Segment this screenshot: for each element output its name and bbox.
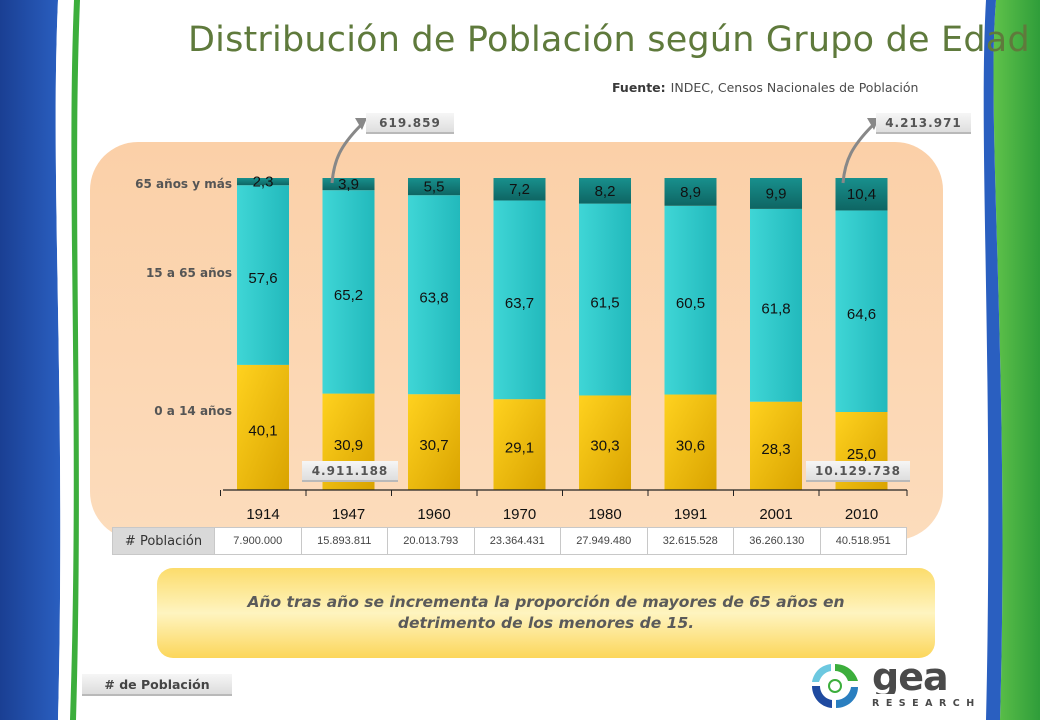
label-old-1914: 2,3 bbox=[253, 174, 274, 191]
label-mid-1960: 63,8 bbox=[419, 290, 448, 307]
label-young-1947: 30,9 bbox=[334, 437, 363, 454]
bar-mid-2001 bbox=[750, 208, 802, 402]
label-young-1914: 40,1 bbox=[248, 422, 277, 439]
x-tick-label-1970: 1970 bbox=[503, 506, 536, 523]
page-title: Distribución de Población según Grupo de… bbox=[188, 20, 1030, 60]
arrow-1947 bbox=[330, 122, 364, 184]
label-old-1970: 7,2 bbox=[509, 181, 530, 198]
bar-old-2010 bbox=[835, 178, 888, 211]
label-mid-1991: 60,5 bbox=[676, 295, 705, 312]
arrow-head-1947 bbox=[355, 118, 367, 130]
label-old-1980: 8,2 bbox=[595, 183, 616, 200]
bar-old-1991 bbox=[664, 178, 717, 206]
x-tick-label-2010: 2010 bbox=[845, 506, 878, 523]
source-text: INDEC, Censos Nacionales de Población bbox=[670, 80, 919, 95]
population-table-header: # Población bbox=[113, 528, 215, 554]
bar-mid-1960 bbox=[408, 195, 460, 395]
population-legend: # de Población bbox=[82, 674, 232, 696]
population-cell: 23.364.431 bbox=[475, 528, 561, 554]
bar-young-1914 bbox=[237, 364, 289, 490]
bar-old-1947 bbox=[322, 178, 375, 191]
callout-young-1947: 4.911.188 bbox=[302, 461, 398, 482]
bar-old-2001 bbox=[750, 178, 802, 209]
arrow-2010 bbox=[841, 122, 876, 184]
x-tick-label-1980: 1980 bbox=[588, 506, 621, 523]
label-mid-2001: 61,8 bbox=[761, 300, 790, 317]
bar-young-1960 bbox=[408, 394, 460, 490]
population-cell: 40.518.951 bbox=[835, 535, 891, 547]
row-label-young: 0 a 14 años bbox=[154, 404, 232, 418]
label-young-1960: 30,7 bbox=[419, 437, 448, 454]
label-young-1991: 30,6 bbox=[676, 437, 705, 454]
label-young-2010: 25,0 bbox=[847, 446, 876, 463]
label-old-1991: 8,9 bbox=[680, 184, 701, 201]
bar-young-1970 bbox=[493, 399, 546, 490]
x-tick-label-1960: 1960 bbox=[417, 506, 450, 523]
logo-subtitle: RESEARCH bbox=[872, 698, 981, 709]
bar-old-1980 bbox=[579, 178, 631, 204]
x-tick-label-1947: 1947 bbox=[332, 506, 365, 523]
population-cell: 20.013.793 bbox=[388, 528, 475, 554]
label-mid-1980: 61,5 bbox=[590, 295, 619, 312]
bar-mid-1991 bbox=[664, 205, 717, 395]
x-axis: 1914 1947 1960 1970 1980 1991 2001 2010 bbox=[220, 489, 908, 523]
gea-research-logo: gea RESEARCH bbox=[808, 658, 988, 714]
label-young-2001: 28,3 bbox=[761, 441, 790, 458]
population-cell: 27.949.480 bbox=[561, 528, 648, 554]
bar-old-1914 bbox=[237, 178, 289, 186]
row-label-old: 65 años y más bbox=[135, 177, 232, 191]
label-old-2010: 10,4 bbox=[847, 186, 876, 203]
label-young-1970: 29,1 bbox=[505, 440, 534, 457]
bar-young-1991 bbox=[664, 394, 717, 490]
logo-word-text: gea bbox=[872, 660, 948, 694]
callout-elderly-1947: 619.859 bbox=[366, 113, 454, 134]
x-tick-label-1914: 1914 bbox=[246, 506, 279, 523]
label-young-1980: 30,3 bbox=[590, 438, 619, 455]
label-mid-2010: 64,6 bbox=[847, 306, 876, 323]
bar-mid-1970 bbox=[493, 200, 546, 400]
population-table: # Población 7.900.000 15.893.811 20.013.… bbox=[112, 527, 907, 555]
label-mid-1914: 57,6 bbox=[248, 270, 277, 287]
bar-young-2001 bbox=[750, 401, 802, 490]
gea-logo-icon bbox=[812, 664, 858, 708]
bar-old-1960 bbox=[408, 178, 460, 196]
source-label: Fuente: bbox=[612, 80, 666, 95]
bar-young-1980 bbox=[579, 395, 631, 490]
population-cell: 36.260.130 bbox=[734, 528, 821, 554]
x-tick-label-2001: 2001 bbox=[759, 506, 792, 523]
bar-old-1970 bbox=[493, 178, 546, 201]
population-cell: 7.900.000 bbox=[215, 528, 302, 554]
callout-elderly-2010: 4.213.971 bbox=[876, 113, 971, 134]
label-mid-1970: 63,7 bbox=[505, 295, 534, 312]
bar-mid-2010 bbox=[835, 210, 888, 412]
bar-mid-1947 bbox=[322, 190, 375, 394]
conclusion-note: Año tras año se incrementa la proporción… bbox=[157, 568, 935, 658]
label-mid-1947: 65,2 bbox=[334, 287, 363, 304]
population-cell: 32.615.528 bbox=[648, 528, 734, 554]
gea-logo-word: gea bbox=[872, 660, 949, 694]
label-old-2001: 9,9 bbox=[766, 185, 787, 202]
population-cell: 15.893.811 bbox=[302, 528, 388, 554]
bars-layer: 40,1 57,6 2,3 30,9 65,2 3,9 30,7 63,8 5,5 29,1 63,… bbox=[237, 174, 888, 490]
bar-mid-1914 bbox=[237, 185, 289, 365]
bar-mid-1980 bbox=[579, 203, 631, 396]
callout-young-2010: 10.129.738 bbox=[806, 461, 910, 482]
label-old-1947: 3,9 bbox=[338, 176, 359, 193]
source-line: Fuente: INDEC, Censos Nacionales de Pobla… bbox=[612, 80, 1012, 95]
label-old-1960: 5,5 bbox=[424, 179, 445, 196]
row-label-mid: 15 a 65 años bbox=[145, 266, 232, 280]
x-tick-label-1991: 1991 bbox=[674, 506, 707, 523]
